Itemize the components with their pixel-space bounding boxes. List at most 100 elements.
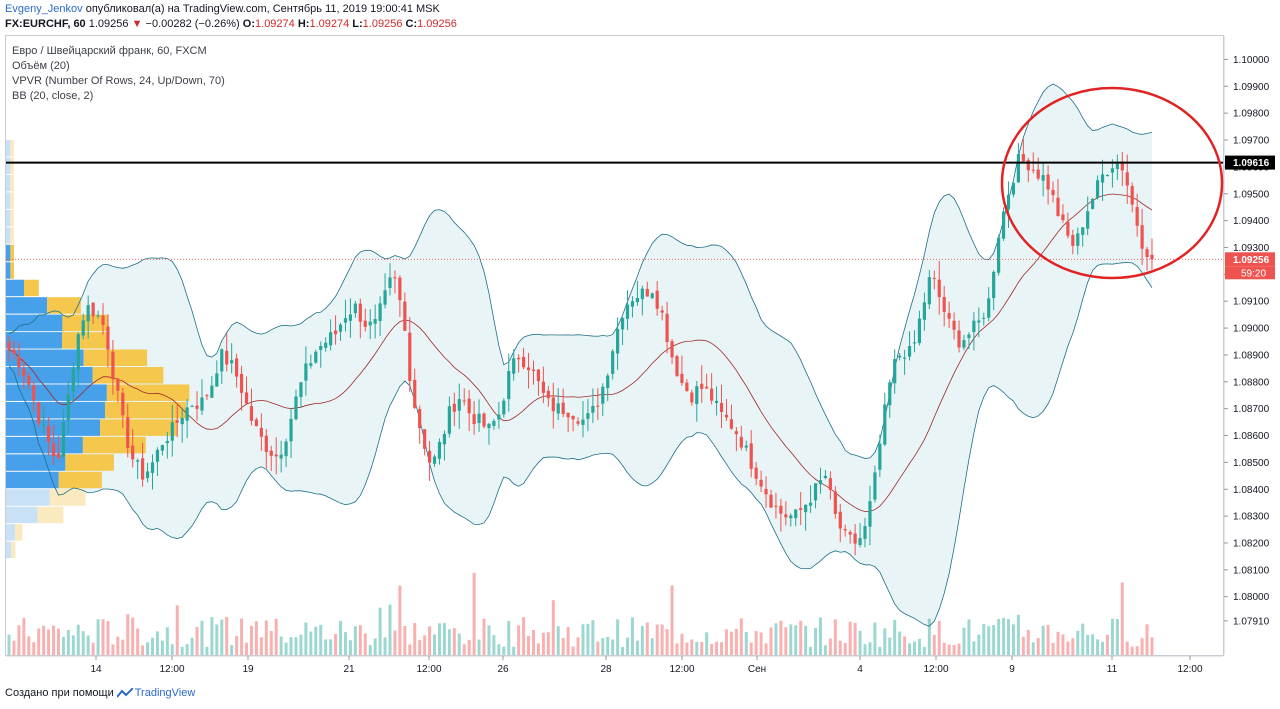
candle-body [784,514,788,518]
volume-bar [289,637,293,655]
volume-bar [433,634,437,655]
volume-bar [635,640,639,655]
volume-bar [576,637,580,655]
legend-title[interactable]: Евро / Швейцарский франк, 60, FXCM [12,45,207,57]
vpvr-row-up [6,401,105,419]
candle-body [601,386,605,404]
volume-bar [155,631,159,655]
volume-bar [7,634,11,655]
vpvr-row-down [92,367,164,384]
volume-bar [274,618,278,655]
volume-bar [116,636,120,655]
volume-bar [141,645,145,655]
candle-body [348,314,353,321]
down-arrow-icon: ▼ [131,18,143,30]
bb-fill [9,84,1152,627]
volume-bar [729,631,733,655]
volume-bar [848,621,852,655]
candle-body [759,479,763,487]
volume-bar [769,627,773,655]
open-value: 1.09274 [255,18,295,30]
candle-body [551,397,555,412]
volume-bar [1036,638,1040,655]
volume-bar [487,625,491,655]
vpvr-row-down [10,157,14,174]
footer: Создано при помощи TradingView [5,687,195,699]
candle-body [81,320,85,336]
vpvr-row-down [100,419,177,436]
legend-bb[interactable]: BB (20, close, 2) [12,90,94,102]
candle-body [818,480,823,485]
vpvr-row-down [10,174,14,192]
candle-body [1125,172,1129,186]
candle-body [744,445,748,448]
volume-bar [823,645,827,655]
volume-bar [1002,617,1006,655]
volume-bar [522,617,526,655]
candle-body [269,450,273,456]
candle-body [927,277,931,305]
volume-bar [947,644,951,655]
candle-body [61,422,66,457]
volume-bar [1120,582,1124,655]
candle-body [799,508,803,510]
candle-body [997,237,1001,273]
candle-body [576,421,580,424]
volume-bar [512,646,516,655]
candle-body [853,533,857,544]
volume-bar [977,634,981,655]
vpvr-row-up [6,349,84,367]
volume-bar [383,637,387,655]
volume-bar [878,646,882,655]
tradingview-link[interactable]: TradingView [116,687,195,699]
candle-body [319,345,323,350]
candle-body [200,397,204,411]
candle-body [279,454,283,459]
volume-bar [1101,641,1105,655]
candle-body [225,350,229,365]
candle-body [1066,221,1070,236]
volume-bar [942,642,946,655]
candle-body [1145,249,1149,258]
vpvr-row-up [6,471,59,489]
volume-bar [1011,624,1015,655]
candle-body [521,356,526,368]
volume-bar [1086,634,1090,655]
candle-body [294,396,298,420]
vpvr-row-up [6,419,101,436]
x-tick-label: 12:00 [159,664,184,675]
volume-bar [418,640,422,655]
volume-bar [462,644,466,655]
current-price-label-bg [1225,252,1275,267]
volume-bar [957,643,961,655]
volume-bar [81,631,85,655]
legend-vpvr[interactable]: VPVR (Number Of Rows, 24, Up/Down, 70) [12,75,225,87]
candle-body [912,342,917,344]
author-link[interactable]: Evgeny_Jenkov [5,3,83,15]
vpvr-row-down [106,384,190,401]
volume-bar [710,643,714,655]
volume-bar [853,622,857,655]
candle-body [1120,161,1124,171]
candle-body [230,360,234,364]
candle-body [136,460,140,462]
candle-body [408,332,412,381]
candle-body [170,422,174,441]
vpvr-row-up [6,489,50,506]
volume-bar [378,607,382,655]
vpvr-row-down [10,209,14,227]
legend-volume[interactable]: Объём (20) [12,60,70,72]
candle-body [1051,189,1055,196]
close-value: 1.09256 [417,18,457,30]
symbol-name: FX:EURCHF, 60 [5,18,86,30]
volume-bar [596,641,600,655]
volume-bar [319,624,323,655]
volume-bar [932,634,936,655]
candle-body [1041,175,1045,181]
candle-body [680,373,684,383]
candle-body [804,504,808,513]
volume-bar [334,634,338,655]
candle-body [1001,211,1006,239]
volume-bar [393,630,397,655]
